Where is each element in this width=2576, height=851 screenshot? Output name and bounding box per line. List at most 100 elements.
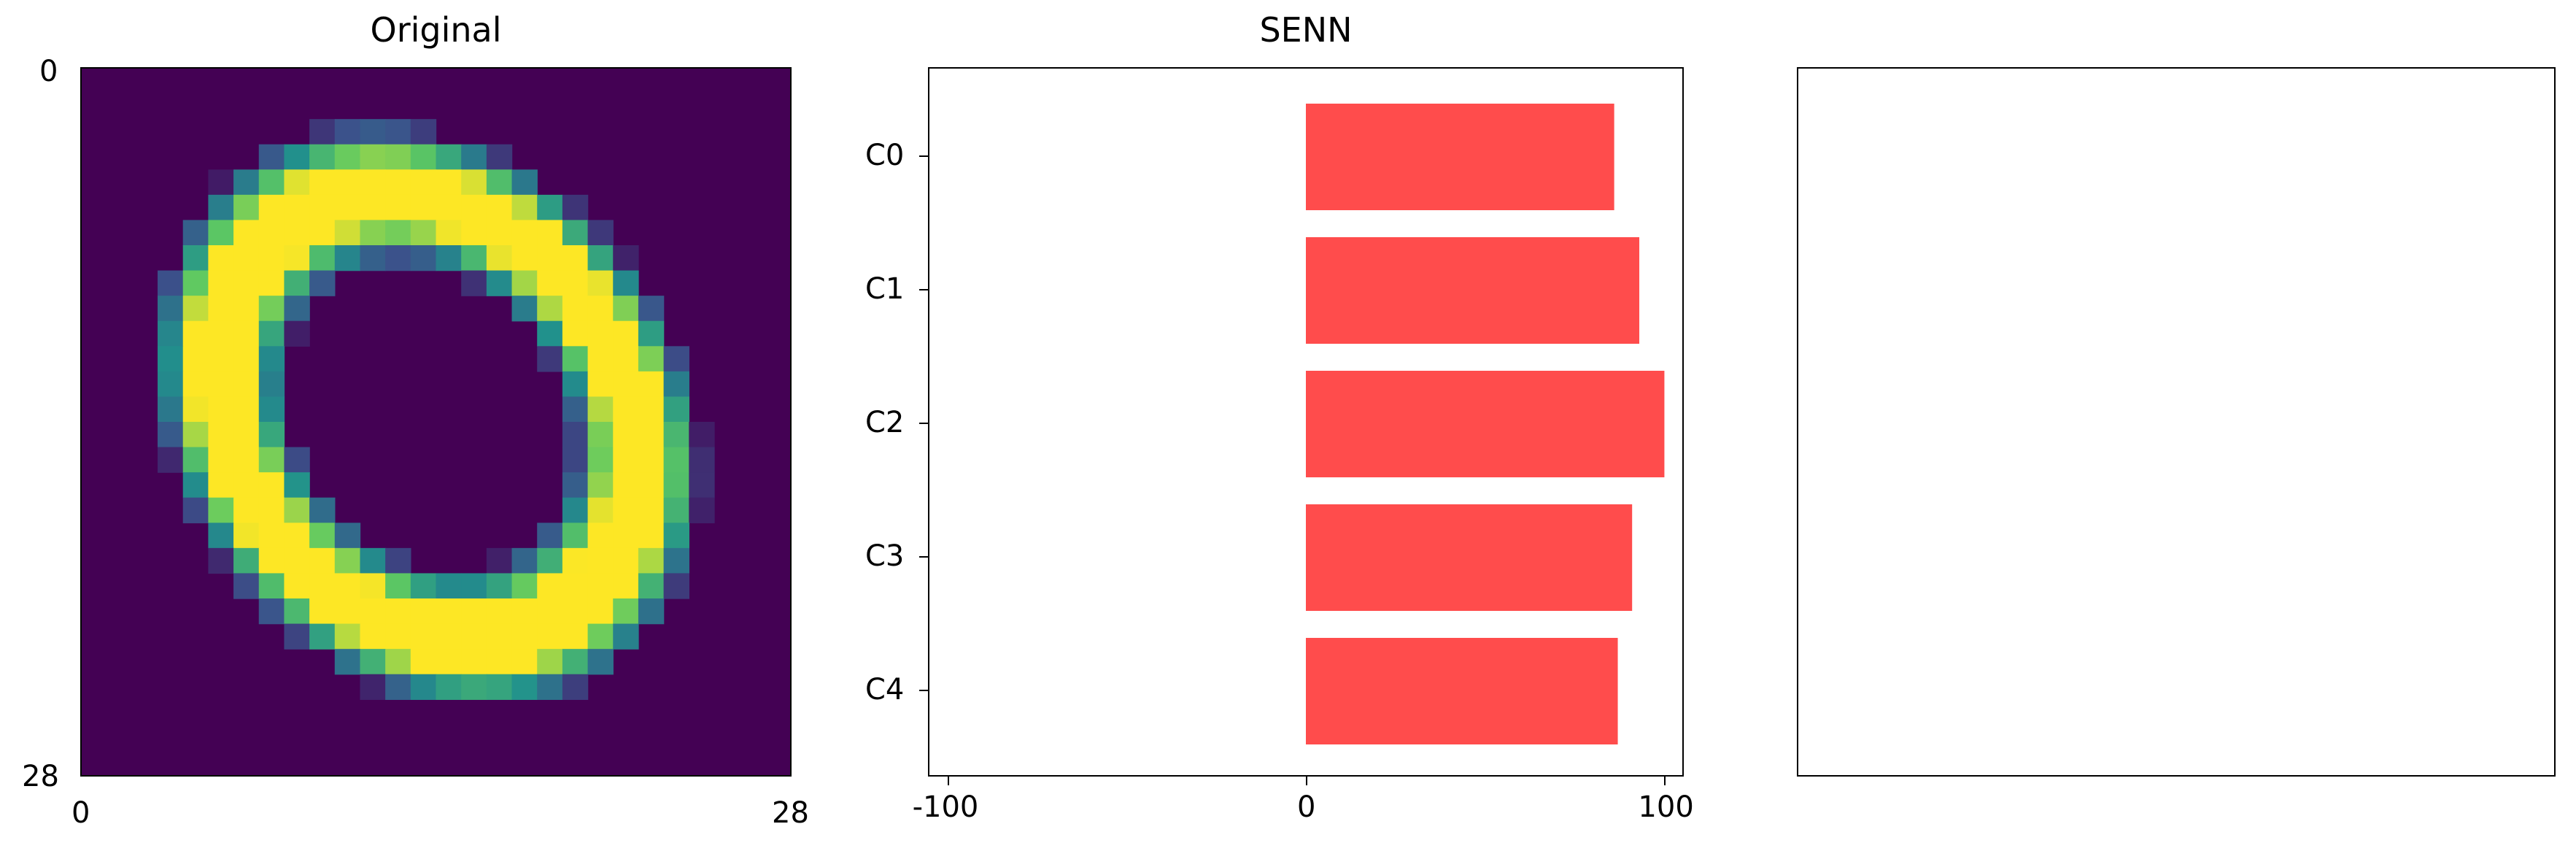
digit-pixel: [663, 422, 689, 448]
digit-pixel: [587, 422, 614, 448]
digit-pixel: [233, 523, 260, 549]
empty-panel: [1797, 67, 2556, 777]
digit-pixel: [410, 245, 437, 272]
digit-pixel: [537, 194, 563, 221]
digit-pixel: [182, 396, 209, 423]
digit-pixel: [410, 573, 437, 599]
digit-pixel: [284, 169, 310, 196]
digit-pixel: [360, 144, 386, 170]
digit-pixel: [638, 573, 665, 599]
digit-pixel: [436, 573, 462, 599]
digit-pixel: [284, 547, 310, 574]
digit-pixel: [486, 245, 513, 272]
digit-pixel: [562, 497, 589, 523]
digit-pixel: [461, 674, 487, 700]
digit-pixel: [638, 547, 665, 574]
bar-c2: [1306, 371, 1665, 477]
digit-pixel: [436, 144, 462, 170]
digit-pixel: [562, 396, 589, 423]
digit-pixel: [613, 245, 639, 272]
digit-pixel: [385, 119, 411, 145]
digit-pixel: [309, 598, 336, 625]
digit-pixel: [436, 598, 462, 625]
digit-pixel: [587, 270, 614, 296]
digit-pixel: [233, 346, 260, 372]
digit-pixel: [562, 573, 589, 599]
digit-pixel: [208, 523, 234, 549]
digit-pixel: [385, 649, 411, 675]
digit-pixel: [258, 472, 285, 498]
digit-pixel: [360, 169, 386, 196]
digit-pixel: [360, 194, 386, 221]
digit-pixel: [360, 220, 386, 246]
digit-pixel: [486, 573, 513, 599]
digit-pixel: [410, 220, 437, 246]
digit-pixel: [334, 623, 361, 650]
digit-pixel: [613, 447, 639, 473]
digit-pixel: [613, 547, 639, 574]
digit-pixel: [334, 220, 361, 246]
x-tick-mark: [947, 777, 949, 785]
digit-pixel: [638, 472, 665, 498]
y-tick-label-c3: C3: [865, 539, 905, 573]
digit-pixel: [511, 547, 538, 574]
digit-pixel: [613, 396, 639, 423]
digit-pixel: [182, 320, 209, 347]
digit-pixel: [587, 296, 614, 322]
digit-pixel: [587, 472, 614, 498]
digit-pixel: [663, 396, 689, 423]
image-x-tick-right: 28: [772, 796, 809, 830]
digit-pixel: [689, 472, 715, 498]
digit-image: [158, 119, 715, 700]
image-x-tick-left: 0: [71, 796, 90, 830]
digit-pixel: [258, 144, 285, 170]
digit-pixel: [182, 346, 209, 372]
digit-pixel: [436, 194, 462, 221]
digit-pixel: [158, 346, 184, 372]
digit-pixel: [486, 220, 513, 246]
digit-pixel: [587, 320, 614, 347]
digit-pixel: [511, 270, 538, 296]
digit-pixel: [309, 497, 336, 523]
digit-pixel: [208, 447, 234, 473]
digit-pixel: [486, 547, 513, 574]
digit-pixel: [158, 270, 184, 296]
digit-pixel: [410, 119, 437, 145]
digit-pixel: [284, 194, 310, 221]
digit-pixel: [638, 422, 665, 448]
digit-pixel: [385, 220, 411, 246]
digit-pixel: [461, 144, 487, 170]
digit-pixel: [309, 270, 336, 296]
digit-pixel: [385, 144, 411, 170]
digit-pixel: [360, 119, 386, 145]
digit-pixel: [284, 623, 310, 650]
digit-pixel: [689, 497, 715, 523]
digit-pixel: [284, 598, 310, 625]
digit-pixel: [461, 245, 487, 272]
digit-pixel: [182, 447, 209, 473]
digit-pixel: [562, 649, 589, 675]
digit-pixel: [233, 422, 260, 448]
digit-pixel: [537, 320, 563, 347]
digit-pixel: [158, 296, 184, 322]
digit-pixel: [562, 320, 589, 347]
digit-pixel: [258, 346, 285, 372]
digit-pixel: [385, 623, 411, 650]
digit-pixel: [486, 598, 513, 625]
digit-pixel: [334, 649, 361, 675]
digit-pixel: [537, 623, 563, 650]
digit-pixel: [258, 296, 285, 322]
digit-pixel: [562, 220, 589, 246]
digit-pixel: [486, 194, 513, 221]
image-y-tick-bottom: 28: [22, 760, 59, 793]
digit-pixel: [587, 547, 614, 574]
digit-pixel: [284, 220, 310, 246]
digit-pixel: [613, 296, 639, 322]
digit-pixel: [562, 623, 589, 650]
digit-pixel: [511, 649, 538, 675]
digit-pixel: [436, 623, 462, 650]
digit-pixel: [562, 346, 589, 372]
bar-c1: [1306, 237, 1640, 344]
digit-pixel: [461, 623, 487, 650]
digit-pixel: [385, 245, 411, 272]
